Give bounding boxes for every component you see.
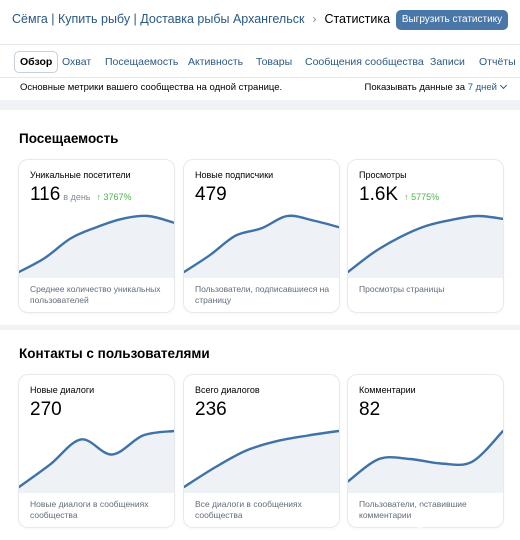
- sparkline-area: [184, 431, 339, 493]
- card-all-dialogs[interactable]: Всего диалогов 236 Все диалоги в сообщен…: [184, 375, 339, 527]
- tab-reports[interactable]: Отчёты: [479, 56, 516, 68]
- card-new-subscribers[interactable]: Новые подписчики 479 Пользователи, подпи…: [184, 160, 339, 312]
- watermark-logo: [414, 506, 439, 528]
- card-value: 1.6K: [359, 184, 399, 205]
- card-description: Все диалоги в сообщениях сообщества: [195, 499, 302, 521]
- card-description: Пользователи, оставившие комментарии: [359, 499, 467, 521]
- card-value: 82: [359, 399, 381, 420]
- tab-posts[interactable]: Записи: [430, 56, 465, 68]
- sparkline-line: [184, 429, 339, 489]
- community-link[interactable]: Сёмга | Купить рыбу | Доставка рыбы Арха…: [12, 12, 305, 26]
- card-value: 270: [30, 399, 62, 420]
- chevron-right-icon: ›: [312, 12, 317, 26]
- card-title: Всего диалогов: [195, 385, 260, 395]
- period-label: Показывать данные за: [364, 82, 466, 93]
- card-title: Просмотры: [359, 170, 407, 180]
- tab-reach[interactable]: Охват: [62, 56, 92, 68]
- sparkline-chart: [184, 429, 339, 493]
- sparkline-chart: [19, 429, 174, 493]
- tab-products[interactable]: Товары: [256, 56, 293, 68]
- period-selector[interactable]: Показывать данные за 7 дней: [364, 81, 508, 93]
- card-views[interactable]: Просмотры 1.6K ↑ 5775% Просмотры страницы: [348, 160, 503, 312]
- card-title: Новые диалоги: [30, 385, 95, 395]
- tab-attendance[interactable]: Посещаемость: [105, 56, 179, 68]
- overview-description: Основные метрики вашего сообщества на од…: [20, 82, 283, 93]
- growth-badge: ↑ 5775%: [404, 192, 440, 202]
- card-title: Комментарии: [359, 385, 416, 395]
- per-day-label: в день: [63, 192, 91, 202]
- sparkline-area: [348, 215, 503, 278]
- section-contacts: Контакты с пользователями Новые диалоги …: [0, 330, 520, 540]
- card-unique-visitors[interactable]: Уникальные посетители 116 в день ↑ 3767% С…: [19, 160, 174, 312]
- sparkline-area: [19, 431, 174, 493]
- card-comments[interactable]: Комментарии 82 Пользователи, оставившие …: [348, 375, 503, 527]
- sparkline-chart: [348, 214, 503, 278]
- sparkline-line: [348, 214, 503, 274]
- card-title: Новые подписчики: [195, 170, 274, 180]
- card-value: 116: [30, 184, 61, 205]
- card-value: 236: [195, 399, 227, 420]
- period-value[interactable]: 7 дней: [467, 82, 497, 93]
- sparkline-area: [19, 215, 174, 278]
- arrow-up-icon: ↑: [96, 192, 102, 202]
- subheader: Основные метрики вашего сообщества на од…: [0, 78, 520, 100]
- section-title: Контакты с пользователями: [19, 346, 210, 361]
- sparkline-line: [19, 214, 174, 274]
- arrow-up-icon: ↑: [404, 192, 409, 202]
- sparkline-chart: [348, 429, 503, 493]
- sparkline-line: [19, 429, 174, 489]
- sparkline-chart: [184, 214, 339, 278]
- card-title: Уникальные посетители: [30, 170, 131, 180]
- export-stats-button[interactable]: Выгрузить статистику: [396, 10, 508, 30]
- tab-overview[interactable]: Обзор: [14, 51, 59, 73]
- tab-community-messages[interactable]: Сообщения сообщества: [305, 56, 424, 68]
- sparkline-line: [348, 429, 503, 483]
- page-title: Статистика: [324, 12, 391, 26]
- top-header: Сёмга | Купить рыбу | Доставка рыбы Арха…: [0, 0, 520, 44]
- section-title: Посещаемость: [19, 131, 119, 146]
- card-new-dialogs[interactable]: Новые диалоги 270 Новые диалоги в сообще…: [19, 375, 174, 527]
- sparkline-line: [184, 214, 339, 274]
- breadcrumb: Сёмга | Купить рыбу | Доставка рыбы Арха…: [12, 12, 390, 26]
- tab-activity[interactable]: Активность: [188, 56, 244, 68]
- sparkline-chart: [19, 214, 174, 278]
- growth-badge: ↑ 3767%: [96, 192, 132, 202]
- sparkline-area: [184, 215, 339, 278]
- card-description: Пользователи, подписавшиеся на страницу: [195, 284, 330, 306]
- card-description: Новые диалоги в сообщениях сообщества: [30, 499, 149, 521]
- tabs-bar: Обзор Охват Посещаемость Активность Това…: [0, 44, 520, 78]
- card-description: Просмотры страницы: [359, 284, 445, 294]
- card-description: Среднее количество уникальных пользовате…: [30, 284, 161, 306]
- section-attendance: Посещаемость Уникальные посетители 116 в …: [0, 110, 520, 325]
- chevron-down-icon: [499, 81, 508, 90]
- card-value: 479: [195, 184, 227, 205]
